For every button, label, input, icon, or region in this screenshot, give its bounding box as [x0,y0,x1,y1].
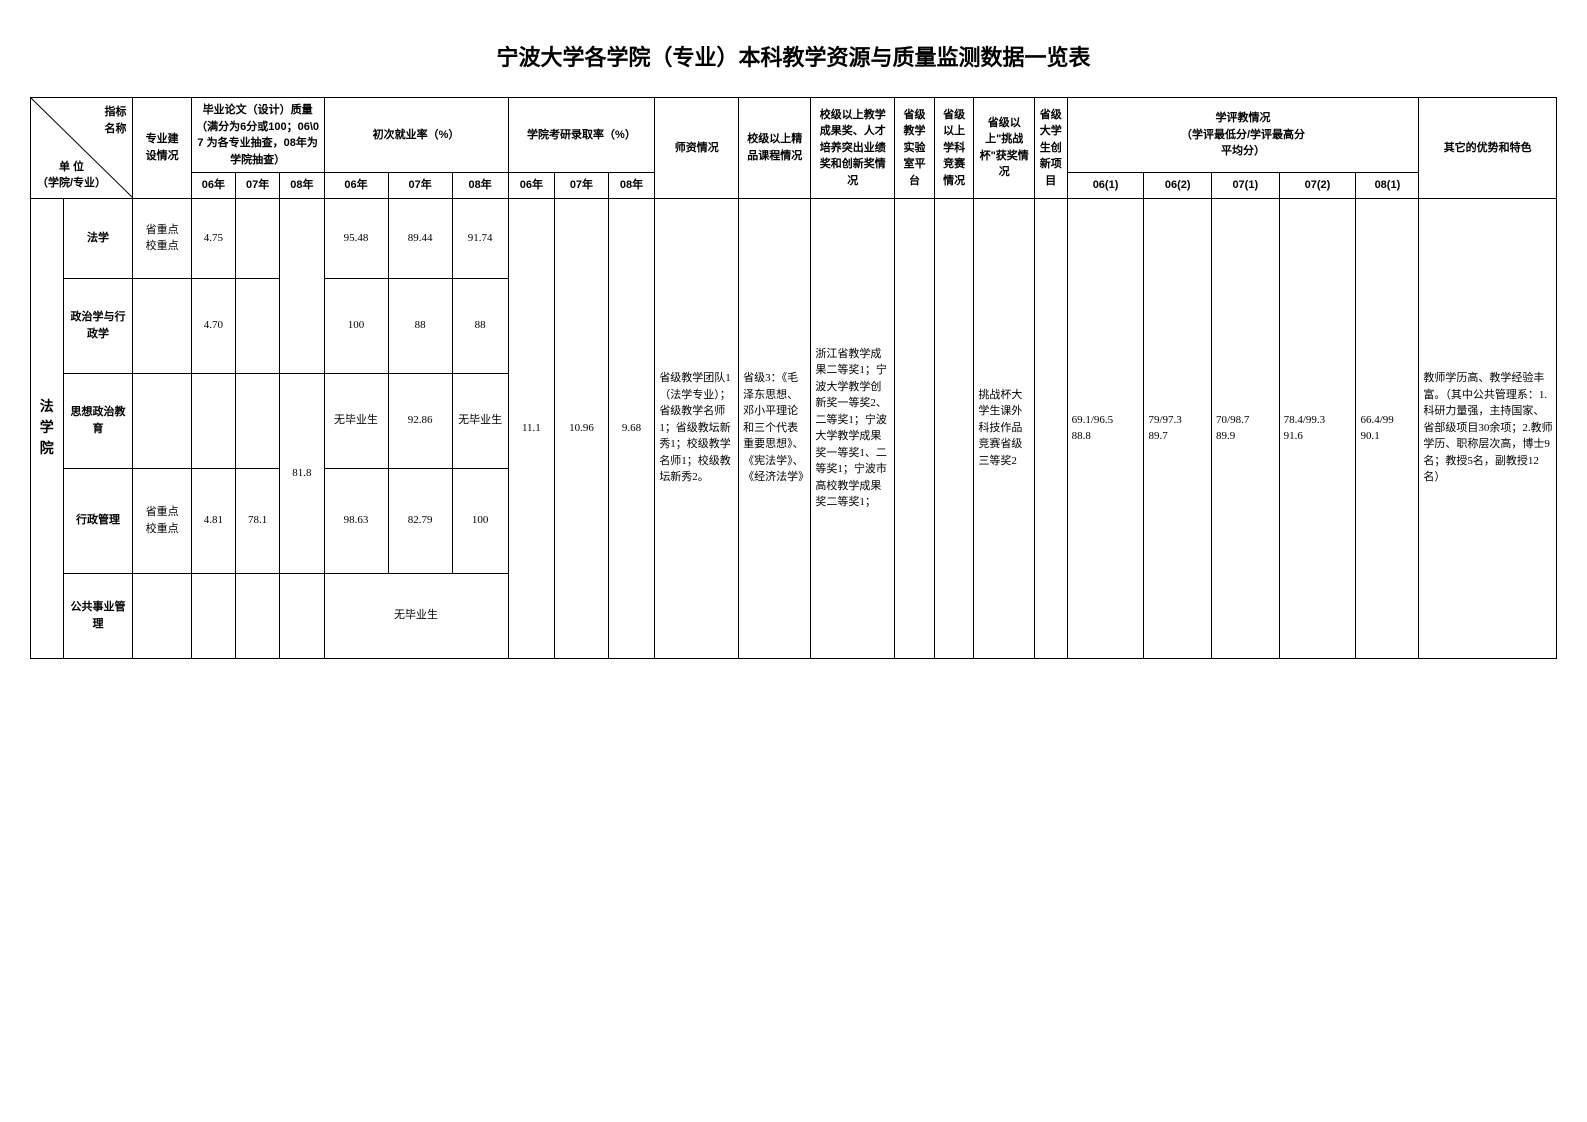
e08: 88 [452,278,508,373]
major-cell: 思想政治教育 [63,373,133,468]
eval-072a: 78.4/99.3 [1284,414,1326,426]
build-cell: 省重点 校重点 [133,198,191,278]
t08 [280,573,324,658]
e07: 82.79 [388,468,452,573]
e08: 100 [452,468,508,573]
eval-071a: 70/98.7 [1216,414,1249,426]
e06: 无毕业生 [324,373,388,468]
faculty-cell: 省级教学团队1（法学专业）；省级教学名师1；省级教坛新秀1；校级教学名师1；校级… [655,198,739,658]
g07: 10.96 [555,198,609,658]
data-table: 指标 名称 单 位 （学院/专业） 专业建 设情况 毕业论文（设计）质量（满分为… [30,97,1557,659]
table-row: 法学院 法学 省重点 校重点 4.75 95.48 89.44 91.74 11… [31,198,1557,278]
th-g08: 08年 [608,173,655,199]
col-employ: 初次就业率（%） [324,98,508,173]
col-challenge: 省级以上"挑战杯"获奖情况 [974,98,1035,199]
challenge-cell: 挑战杯大学生课外科技作品竞赛省级三等奖2 [974,198,1035,658]
build-cell [133,573,191,658]
th-e06: 06年 [324,173,388,199]
t07 [235,573,279,658]
diag-header: 指标 名称 单 位 （学院/专业） [31,98,133,199]
t06: 4.81 [191,468,235,573]
major-cell: 法学 [63,198,133,278]
e-merged: 无毕业生 [324,573,508,658]
t07 [235,278,279,373]
t07 [235,373,279,468]
t07 [235,198,279,278]
lab-cell [895,198,935,658]
comp-cell [934,198,974,658]
eval-072b: 91.6 [1284,430,1303,442]
col-course: 校级以上精品课程情况 [739,98,811,199]
t06: 4.75 [191,198,235,278]
t06 [191,373,235,468]
eval-062b: 89.7 [1148,430,1167,442]
e06: 95.48 [324,198,388,278]
th-v061: 06(1) [1067,173,1144,199]
th-t08: 08年 [280,173,324,199]
e06: 100 [324,278,388,373]
th-v072: 07(2) [1279,173,1356,199]
innov-cell [1034,198,1067,658]
build-cell: 省重点 校重点 [133,468,191,573]
th-g06: 06年 [508,173,555,199]
th-v062: 06(2) [1144,173,1212,199]
eval-061a: 69.1/96.5 [1072,414,1114,426]
diag-bot-label: 单 位 （学院/专业） [37,159,106,192]
th-v081: 08(1) [1356,173,1419,199]
col-other: 其它的优势和特色 [1419,98,1557,199]
g06: 11.1 [508,198,555,658]
th-g07: 07年 [555,173,609,199]
college-cell: 法学院 [31,198,64,658]
eval-061b: 88.8 [1072,430,1091,442]
eval-081a: 66.4/99 [1360,414,1393,426]
col-faculty: 师资情况 [655,98,739,199]
eval-071b: 89.9 [1216,430,1235,442]
eval-061: 69.1/96.5 88.8 [1067,198,1144,658]
th-e07: 07年 [388,173,452,199]
e07: 89.44 [388,198,452,278]
build-cell [133,278,191,373]
diag-top-label: 指标 名称 [104,104,126,137]
eval-071: 70/98.7 89.9 [1212,198,1280,658]
page-title: 宁波大学各学院（专业）本科教学资源与质量监测数据一览表 [30,40,1557,72]
header-row-1: 指标 名称 单 位 （学院/专业） 专业建 设情况 毕业论文（设计）质量（满分为… [31,98,1557,173]
col-gradexam: 学院考研录取率（%） [508,98,655,173]
g08: 9.68 [608,198,655,658]
t08 [280,198,324,373]
e07: 88 [388,278,452,373]
eval-062a: 79/97.3 [1148,414,1181,426]
e08: 91.74 [452,198,508,278]
t08: 81.8 [280,373,324,573]
eval-062: 79/97.3 89.7 [1144,198,1212,658]
major-cell: 行政管理 [63,468,133,573]
th-t07: 07年 [235,173,279,199]
eval-081: 66.4/99 90.1 [1356,198,1419,658]
major-cell: 政治学与行政学 [63,278,133,373]
eval-072: 78.4/99.3 91.6 [1279,198,1356,658]
e06: 98.63 [324,468,388,573]
th-v071: 07(1) [1212,173,1280,199]
th-t06: 06年 [191,173,235,199]
eval-081b: 90.1 [1360,430,1379,442]
t06: 4.70 [191,278,235,373]
th-e08: 08年 [452,173,508,199]
t07: 78.1 [235,468,279,573]
col-innov: 省级大学生创新项目 [1034,98,1067,199]
achieve-cell: 浙江省教学成果二等奖1；宁波大学教学创新奖一等奖2、二等奖1；宁波大学教学成果奖… [811,198,895,658]
col-eval: 学评教情况 （学评最低分/学评最高分 平均分） [1067,98,1419,173]
e08: 无毕业生 [452,373,508,468]
other-cell: 教师学历高、教学经验丰富。（其中公共管理系：1.科研力量强，主持国家、省部级项目… [1419,198,1557,658]
course-cell: 省级3：《毛泽东思想、邓小平理论和三个代表重要思想》、《宪法学》、《经济法学》 [739,198,811,658]
col-comp: 省级以上学科竞赛情况 [934,98,974,199]
e07: 92.86 [388,373,452,468]
col-build: 专业建 设情况 [133,98,191,199]
col-lab: 省级教学实验室平台 [895,98,935,199]
col-achieve: 校级以上教学成果奖、人才培养突出业绩奖和创新奖情况 [811,98,895,199]
major-cell: 公共事业管理 [63,573,133,658]
col-thesis: 毕业论文（设计）质量（满分为6分或100；06\07 为各专业抽查，08年为学院… [191,98,324,173]
build-cell [133,373,191,468]
t06 [191,573,235,658]
